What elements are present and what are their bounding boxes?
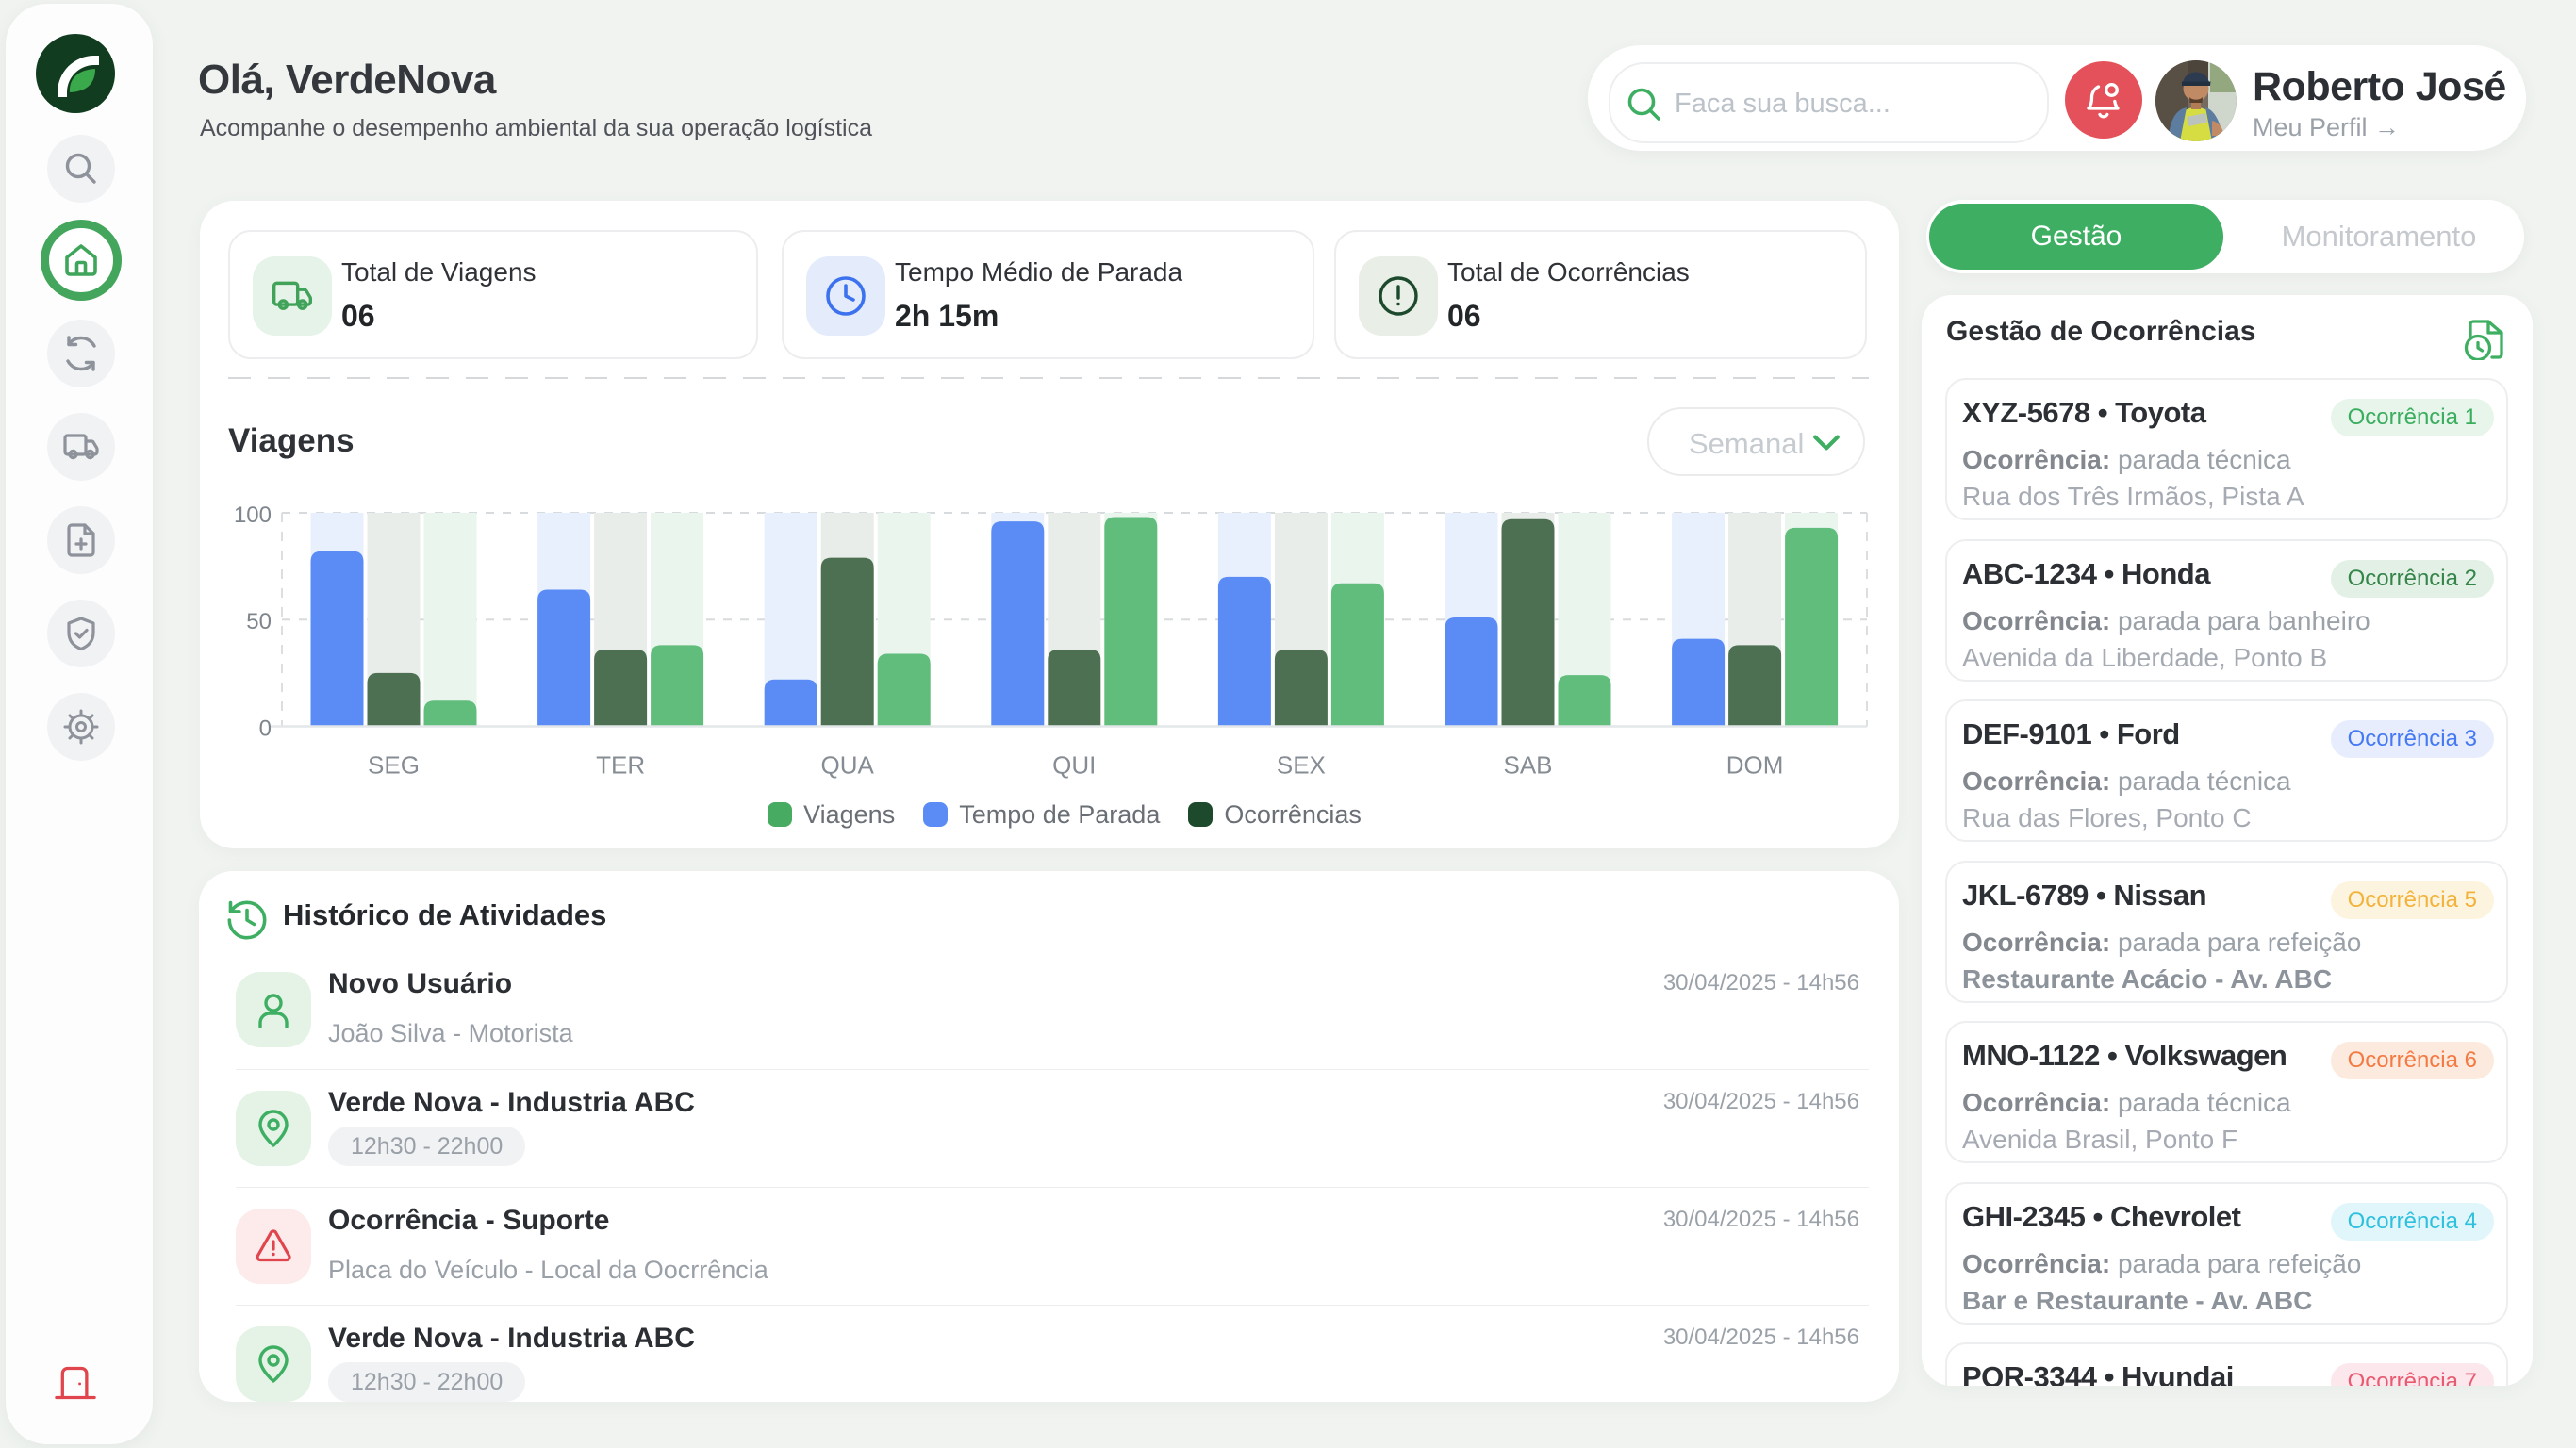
- svg-text:100: 100: [234, 502, 272, 528]
- svg-text:DOM: DOM: [1726, 751, 1784, 780]
- svg-text:50: 50: [246, 609, 272, 634]
- svg-text:SEG: SEG: [368, 751, 420, 780]
- svg-text:0: 0: [259, 716, 272, 742]
- svg-text:TER: TER: [596, 751, 645, 780]
- svg-text:SAB: SAB: [1503, 751, 1552, 780]
- svg-text:QUI: QUI: [1052, 751, 1096, 780]
- svg-text:SEX: SEX: [1277, 751, 1326, 780]
- svg-text:QUA: QUA: [821, 751, 875, 780]
